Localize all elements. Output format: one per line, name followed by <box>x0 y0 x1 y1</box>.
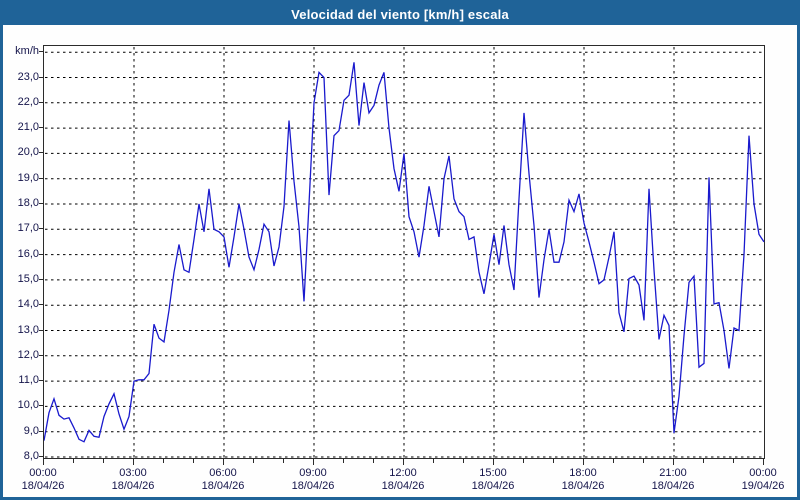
x-axis-time-label: 09:00 <box>299 467 327 479</box>
y-axis-tick-label: 21,0 <box>17 121 39 134</box>
x-axis-minor-tick <box>373 459 374 463</box>
y-axis-tick <box>39 152 43 154</box>
x-axis-minor-tick <box>733 459 734 463</box>
x-axis-minor-tick <box>253 459 254 463</box>
y-axis-tick-label: 15,0 <box>17 272 39 285</box>
x-axis-time-label: 12:00 <box>389 467 417 479</box>
x-axis-minor-tick <box>343 459 344 463</box>
page-title: Velocidad del viento [km/h] escala <box>291 6 509 22</box>
x-axis-tick-label: 00:00 18/04/26 <box>13 467 73 493</box>
y-axis-tick <box>39 405 43 407</box>
x-axis-time-label: 06:00 <box>209 467 237 479</box>
x-axis-date-label: 18/04/26 <box>381 480 425 492</box>
y-axis-tick-label: 12,0 <box>17 348 39 361</box>
wind-speed-line-chart <box>44 47 765 459</box>
y-axis-tick <box>39 177 43 179</box>
x-axis-minor-tick <box>193 459 194 463</box>
y-axis-tick-label: 9,0 <box>23 424 39 437</box>
y-axis-tick <box>39 253 43 255</box>
x-axis-tick-label: 09:00 18/04/26 <box>283 467 343 493</box>
x-axis-tick-label: 00:00 19/04/26 <box>733 467 793 493</box>
x-axis-time-label: 21:00 <box>659 467 687 479</box>
x-axis-time-label: 03:00 <box>119 467 147 479</box>
x-axis-tick-label: 21:00 18/04/26 <box>643 467 703 493</box>
y-axis-tick <box>39 430 43 432</box>
y-axis-tick-label: 17,0 <box>17 222 39 235</box>
y-axis-tick-label: 16,0 <box>17 247 39 260</box>
x-axis-major-tick <box>583 459 584 465</box>
x-axis-major-tick <box>493 459 494 465</box>
x-axis-time-label: 15:00 <box>479 467 507 479</box>
x-axis-major-tick <box>403 459 404 465</box>
y-axis-tick <box>39 329 43 331</box>
y-axis-tick-label: 19,0 <box>17 171 39 184</box>
x-axis-major-tick <box>43 459 44 465</box>
plot-area <box>43 45 765 459</box>
y-axis-tick <box>39 127 43 129</box>
x-axis-minor-tick <box>433 459 434 463</box>
x-axis-date-label: 18/04/26 <box>21 480 65 492</box>
x-axis-tick-label: 15:00 18/04/26 <box>463 467 523 493</box>
x-axis-time-label: 00:00 <box>749 467 777 479</box>
x-axis-major-tick <box>763 459 764 465</box>
x-axis-minor-tick <box>553 459 554 463</box>
x-axis-minor-tick <box>103 459 104 463</box>
x-axis-time-label: 00:00 <box>29 467 57 479</box>
x-axis-minor-tick <box>523 459 524 463</box>
x-axis-minor-tick <box>463 459 464 463</box>
x-axis-major-tick <box>313 459 314 465</box>
y-axis-tick <box>39 51 43 53</box>
x-axis-tick-label: 06:00 18/04/26 <box>193 467 253 493</box>
x-axis-major-tick <box>133 459 134 465</box>
y-axis-unit-label: km/h <box>15 45 39 58</box>
y-axis-tick <box>39 278 43 280</box>
wind-speed-series-line <box>44 62 765 443</box>
x-axis-minor-tick <box>643 459 644 463</box>
x-axis-minor-tick <box>73 459 74 463</box>
y-axis-tick-label: 22,0 <box>17 95 39 108</box>
y-axis-tick-label: 10,0 <box>17 399 39 412</box>
x-axis-date-label: 18/04/26 <box>291 480 335 492</box>
x-axis-tick-label: 12:00 18/04/26 <box>373 467 433 493</box>
y-axis-tick-label: 11,0 <box>18 374 39 387</box>
y-axis-tick-label: 20,0 <box>17 146 39 159</box>
y-axis-tick <box>39 101 43 103</box>
x-axis-tick-label: 18:00 18/04/26 <box>553 467 613 493</box>
y-axis-tick-label: 13,0 <box>17 323 39 336</box>
window-title-bar: Velocidad del viento [km/h] escala <box>3 3 797 25</box>
y-axis-tick-label: 8,0 <box>23 450 39 462</box>
y-axis-tick <box>39 354 43 356</box>
x-axis-date-label: 18/04/26 <box>201 480 245 492</box>
y-axis-tick-label: 14,0 <box>17 298 39 311</box>
x-axis-date-label: 18/04/26 <box>111 480 155 492</box>
y-axis-tick <box>39 76 43 78</box>
y-axis-tick-label: 23,0 <box>17 70 39 83</box>
y-axis-tick <box>39 304 43 306</box>
y-axis-tick <box>39 456 43 457</box>
x-axis-date-label: 18/04/26 <box>561 480 605 492</box>
x-axis-date-label: 18/04/26 <box>651 480 695 492</box>
x-axis-minor-tick <box>613 459 614 463</box>
x-axis-minor-tick <box>283 459 284 463</box>
x-axis-date-label: 19/04/26 <box>741 480 785 492</box>
y-axis-tick-label: 18,0 <box>17 197 39 209</box>
x-axis-major-tick <box>673 459 674 465</box>
y-axis-tick <box>39 228 43 230</box>
x-axis-tick-label: 03:00 18/04/26 <box>103 467 163 493</box>
y-axis-tick <box>39 380 43 382</box>
x-axis-minor-tick <box>163 459 164 463</box>
x-axis-time-label: 18:00 <box>569 467 597 479</box>
y-axis-tick <box>39 203 43 204</box>
x-axis-minor-tick <box>703 459 704 463</box>
x-axis-major-tick <box>223 459 224 465</box>
x-axis-date-label: 18/04/26 <box>471 480 515 492</box>
